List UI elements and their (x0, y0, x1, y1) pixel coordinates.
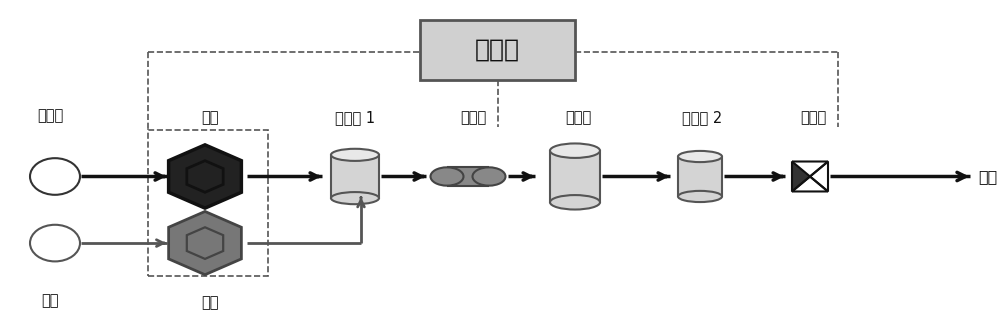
Ellipse shape (678, 191, 722, 202)
Text: 控制器: 控制器 (475, 38, 520, 62)
Polygon shape (169, 145, 241, 208)
Bar (550, 151, 600, 202)
Text: 酸液: 酸液 (41, 293, 59, 308)
Polygon shape (187, 161, 223, 192)
Text: 过滤器 1: 过滤器 1 (335, 110, 375, 125)
Bar (331, 155, 379, 198)
Ellipse shape (431, 167, 464, 186)
Text: 过滤器 2: 过滤器 2 (682, 110, 722, 125)
Ellipse shape (473, 167, 506, 186)
Polygon shape (169, 211, 241, 275)
Text: 计量器: 计量器 (800, 110, 826, 125)
Polygon shape (792, 162, 810, 191)
Ellipse shape (550, 144, 600, 158)
Text: 水泵: 水泵 (201, 110, 219, 125)
Bar (678, 157, 722, 196)
Text: 排水: 排水 (978, 169, 997, 184)
Bar (420, 20, 575, 80)
Bar (148, 130, 268, 276)
Text: 吸附器: 吸附器 (565, 110, 591, 125)
Ellipse shape (331, 149, 379, 161)
Polygon shape (187, 227, 223, 259)
Text: 待测水: 待测水 (37, 108, 63, 123)
Bar (447, 167, 489, 186)
Text: 酸度器: 酸度器 (460, 110, 486, 125)
Text: 酸泵: 酸泵 (201, 295, 219, 310)
Ellipse shape (30, 225, 80, 261)
Ellipse shape (550, 195, 600, 209)
Ellipse shape (331, 192, 379, 204)
Ellipse shape (30, 158, 80, 195)
Polygon shape (810, 162, 828, 191)
Ellipse shape (678, 151, 722, 162)
